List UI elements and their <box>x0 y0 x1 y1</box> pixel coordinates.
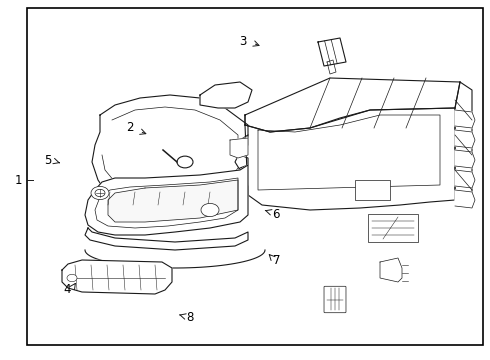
Polygon shape <box>85 228 248 250</box>
Polygon shape <box>455 130 475 148</box>
Text: 2: 2 <box>126 121 134 134</box>
Polygon shape <box>455 110 475 128</box>
Circle shape <box>201 203 219 217</box>
Circle shape <box>177 156 193 168</box>
Polygon shape <box>245 78 460 132</box>
Polygon shape <box>200 82 252 108</box>
Polygon shape <box>85 165 248 235</box>
Text: 4: 4 <box>64 283 72 296</box>
Bar <box>355 180 390 200</box>
Polygon shape <box>455 190 475 208</box>
Text: 8: 8 <box>186 311 194 324</box>
Polygon shape <box>318 38 346 66</box>
Text: 3: 3 <box>239 35 247 48</box>
Bar <box>368 214 418 242</box>
Circle shape <box>91 186 109 199</box>
Polygon shape <box>245 108 455 210</box>
Polygon shape <box>455 170 475 188</box>
FancyBboxPatch shape <box>324 286 346 313</box>
Text: 5: 5 <box>44 154 52 167</box>
Polygon shape <box>455 150 475 168</box>
Text: 7: 7 <box>273 255 281 267</box>
Polygon shape <box>327 60 336 74</box>
Text: 6: 6 <box>271 208 279 221</box>
Text: 1: 1 <box>15 174 23 186</box>
Polygon shape <box>380 258 402 282</box>
Polygon shape <box>62 260 172 294</box>
Circle shape <box>95 189 105 197</box>
Polygon shape <box>230 138 248 158</box>
Polygon shape <box>455 82 472 200</box>
Circle shape <box>67 274 77 282</box>
Polygon shape <box>92 95 248 210</box>
Polygon shape <box>108 180 238 222</box>
